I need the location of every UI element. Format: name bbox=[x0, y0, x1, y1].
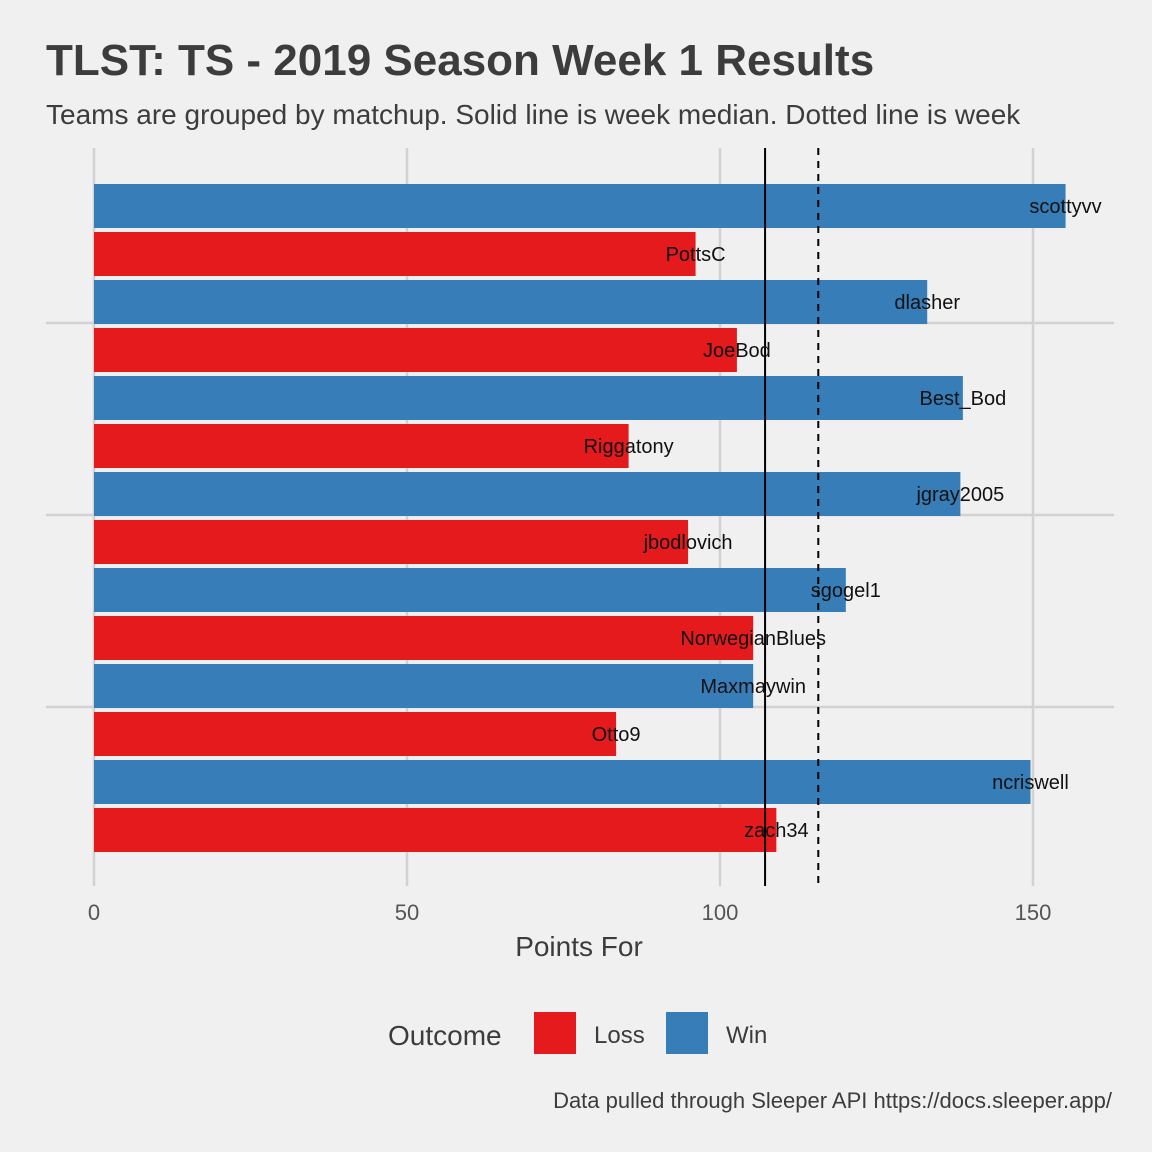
bar-label-jbodlovich: jbodlovich bbox=[643, 532, 733, 554]
bar-jbodlovich bbox=[94, 520, 689, 564]
bar-label-NorwegianBlues: NorwegianBlues bbox=[680, 628, 826, 650]
legend-label-loss: Loss bbox=[594, 1022, 645, 1049]
bar-label-PottsC: PottsC bbox=[666, 244, 726, 266]
bar-JoeBod bbox=[94, 328, 737, 372]
bar-Otto9 bbox=[94, 712, 617, 756]
bar-scottyvv bbox=[94, 184, 1066, 228]
legend-swatch-loss bbox=[534, 1012, 576, 1054]
bar-label-ncriswell: ncriswell bbox=[992, 772, 1069, 794]
legend-swatch-win bbox=[666, 1012, 708, 1054]
bar-PottsC bbox=[94, 232, 696, 276]
legend-title: Outcome bbox=[388, 1020, 502, 1051]
x-tick-label-3: 150 bbox=[1015, 900, 1052, 925]
bar-sgogel1 bbox=[94, 568, 846, 612]
bar-NorwegianBlues bbox=[94, 616, 754, 660]
bar-label-dlasher: dlasher bbox=[894, 292, 960, 314]
x-tick-label-0: 0 bbox=[88, 900, 100, 925]
bar-label-Otto9: Otto9 bbox=[592, 724, 641, 746]
legend: Outcome Loss Win bbox=[388, 1012, 767, 1054]
reference-lines bbox=[764, 148, 820, 886]
chart-title: TLST: TS - 2019 Season Week 1 Results bbox=[46, 36, 874, 85]
bar-label-Riggatony: Riggatony bbox=[584, 436, 674, 458]
bar-label-zach34: zach34 bbox=[744, 820, 809, 842]
bar-label-scottyvv: scottyvv bbox=[1029, 196, 1101, 218]
bar-zach34 bbox=[94, 808, 777, 852]
bar-Riggatony bbox=[94, 424, 629, 468]
bar-labels: scottyvv PottsC dlasher JoeBod Best_Bod Rigga… bbox=[584, 196, 1102, 842]
x-axis-ticks: 0 50 100 150 bbox=[88, 900, 1051, 925]
bar-label-Best_Bod: Best_Bod bbox=[920, 388, 1007, 410]
bar-Best_Bod bbox=[94, 376, 963, 420]
bar-Maxmaywin bbox=[94, 664, 754, 708]
x-tick-label-2: 100 bbox=[702, 900, 739, 925]
bar-dlasher bbox=[94, 280, 928, 324]
bar-label-sgogel1: sgogel1 bbox=[811, 580, 881, 602]
legend-label-win: Win bbox=[726, 1022, 767, 1049]
bar-ncriswell bbox=[94, 760, 1031, 804]
bar-label-Maxmaywin: Maxmaywin bbox=[700, 676, 806, 698]
chart-subtitle: Teams are grouped by matchup. Solid line… bbox=[46, 99, 1021, 130]
bar-label-JoeBod: JoeBod bbox=[703, 340, 771, 362]
legend-items: Loss Win bbox=[534, 1012, 767, 1054]
x-axis-label: Points For bbox=[515, 931, 643, 962]
bar-jgray2005 bbox=[94, 472, 961, 516]
bar-label-jgray2005: jgray2005 bbox=[915, 484, 1004, 506]
chart-caption: Data pulled through Sleeper API https://… bbox=[553, 1088, 1113, 1113]
x-tick-label-1: 50 bbox=[395, 900, 419, 925]
